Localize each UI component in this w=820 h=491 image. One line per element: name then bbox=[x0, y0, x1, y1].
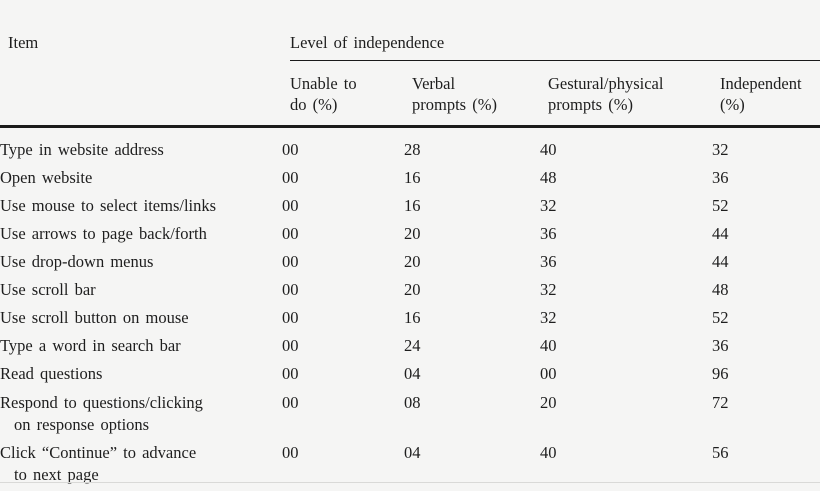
row-value: 00 bbox=[540, 364, 557, 383]
column-header-verbal-prompts: Verbal prompts (%) bbox=[412, 61, 548, 125]
row-item-label: Use scroll bar bbox=[0, 280, 96, 299]
row-value: 32 bbox=[540, 280, 557, 299]
column-header-line2: prompts (%) bbox=[412, 95, 497, 114]
row-item-label: Respond to questions/clicking on response… bbox=[0, 392, 282, 436]
row-value: 52 bbox=[712, 308, 729, 327]
row-value: 44 bbox=[712, 252, 729, 271]
column-header-unable-to-do: Unable to do (%) bbox=[290, 61, 412, 125]
row-value: 16 bbox=[404, 196, 421, 215]
row-value: 04 bbox=[404, 364, 421, 383]
row-item-label-line2: to next page bbox=[14, 465, 99, 484]
table-row: Use arrows to page back/forth 00 20 36 44 bbox=[0, 224, 820, 252]
table-bottom-rule bbox=[0, 482, 820, 483]
row-item-label-line1: Respond to questions/clicking bbox=[0, 393, 203, 412]
row-value: 00 bbox=[282, 308, 299, 327]
item-column-header: Item bbox=[8, 33, 39, 52]
column-header-independent: Independent (%) bbox=[720, 61, 820, 125]
column-header-line2: do (%) bbox=[290, 95, 338, 114]
row-value: 40 bbox=[540, 336, 557, 355]
table-row: Click “Continue” to advance to next page 0… bbox=[0, 442, 820, 486]
row-item-label: Type a word in search bar bbox=[0, 336, 181, 355]
row-item-label: Read questions bbox=[0, 364, 103, 383]
row-item-label: Use scroll button on mouse bbox=[0, 308, 189, 327]
column-header-line1: Independent bbox=[720, 74, 802, 93]
row-item-label: Use arrows to page back/forth bbox=[0, 224, 207, 243]
table-body: Type in website address 00 28 40 32 Open webs… bbox=[0, 128, 820, 486]
row-value: 36 bbox=[712, 168, 729, 187]
table-row: Type a word in search bar 00 24 40 36 bbox=[0, 336, 820, 364]
row-item-label-line1: Click “Continue” to advance bbox=[0, 443, 197, 462]
row-value: 00 bbox=[282, 280, 299, 299]
table-row: Respond to questions/clicking on response… bbox=[0, 392, 820, 436]
row-value: 96 bbox=[712, 364, 729, 383]
group-header-level-of-independence: Level of independence bbox=[290, 33, 820, 61]
row-value: 36 bbox=[540, 252, 557, 271]
row-value: 08 bbox=[404, 393, 421, 412]
row-value: 16 bbox=[404, 308, 421, 327]
row-value: 00 bbox=[282, 252, 299, 271]
table-row: Read questions 00 04 00 96 bbox=[0, 364, 820, 392]
row-value: 16 bbox=[404, 168, 421, 187]
column-header-line2: prompts (%) bbox=[548, 95, 633, 114]
table-row: Use drop-down menus 00 20 36 44 bbox=[0, 252, 820, 280]
row-value: 72 bbox=[712, 393, 729, 412]
table-row: Use scroll button on mouse 00 16 32 52 bbox=[0, 308, 820, 336]
row-value: 00 bbox=[282, 336, 299, 355]
column-header-line1: Unable to bbox=[290, 74, 357, 93]
row-value: 24 bbox=[404, 336, 421, 355]
column-header-gestural-physical-prompts: Gestural/physical prompts (%) bbox=[548, 61, 720, 125]
row-item-label: Open website bbox=[0, 168, 93, 187]
row-value: 20 bbox=[540, 393, 557, 412]
table-row: Use scroll bar 00 20 32 48 bbox=[0, 280, 820, 308]
row-item-label: Use mouse to select items/links bbox=[0, 196, 217, 215]
row-value: 40 bbox=[540, 140, 557, 159]
row-value: 32 bbox=[540, 196, 557, 215]
row-value: 32 bbox=[712, 140, 729, 159]
row-value: 28 bbox=[404, 140, 421, 159]
table-header: Item Level of independence Unable to do … bbox=[0, 0, 820, 128]
row-value: 00 bbox=[282, 443, 299, 462]
row-value: 00 bbox=[282, 364, 299, 383]
column-header-line2: (%) bbox=[720, 95, 745, 114]
row-value: 20 bbox=[404, 224, 421, 243]
table-row: Type in website address 00 28 40 32 bbox=[0, 140, 820, 168]
row-value: 20 bbox=[404, 280, 421, 299]
row-value: 00 bbox=[282, 196, 299, 215]
row-value: 36 bbox=[540, 224, 557, 243]
row-value: 44 bbox=[712, 224, 729, 243]
row-item-label-line2: on response options bbox=[14, 415, 150, 434]
row-value: 48 bbox=[712, 280, 729, 299]
row-value: 40 bbox=[540, 443, 557, 462]
row-value: 00 bbox=[282, 168, 299, 187]
row-value: 20 bbox=[404, 252, 421, 271]
row-item-label: Use drop-down menus bbox=[0, 252, 154, 271]
row-value: 36 bbox=[712, 336, 729, 355]
row-value: 00 bbox=[282, 140, 299, 159]
row-item-label: Click “Continue” to advance to next page bbox=[0, 442, 282, 486]
row-value: 00 bbox=[282, 224, 299, 243]
row-value: 48 bbox=[540, 168, 557, 187]
table-row: Use mouse to select items/links 00 16 32 52 bbox=[0, 196, 820, 224]
row-value: 32 bbox=[540, 308, 557, 327]
column-header-line1: Verbal bbox=[412, 74, 456, 93]
column-header-line1: Gestural/physical bbox=[548, 74, 664, 93]
row-value: 56 bbox=[712, 443, 729, 462]
row-value: 04 bbox=[404, 443, 421, 462]
table-row: Open website 00 16 48 36 bbox=[0, 168, 820, 196]
row-value: 00 bbox=[282, 393, 299, 412]
row-value: 52 bbox=[712, 196, 729, 215]
row-item-label: Type in website address bbox=[0, 140, 164, 159]
